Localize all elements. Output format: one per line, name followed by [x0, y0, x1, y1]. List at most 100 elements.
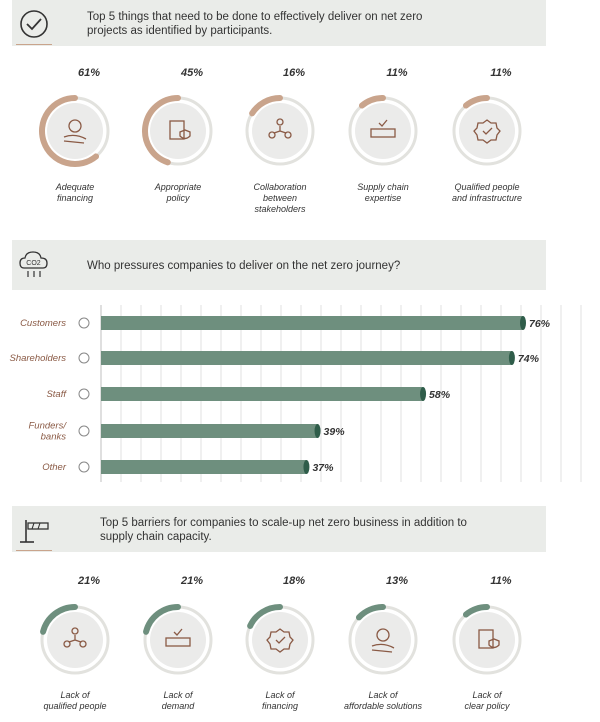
bar-cap	[314, 424, 321, 438]
bar	[101, 424, 318, 438]
section1-title-line2: projects as identified by participants.	[87, 25, 273, 37]
bar-row-2: 58% Staff	[46, 387, 451, 401]
donut-label: stakeholders	[254, 204, 306, 214]
people-network-icon	[268, 118, 292, 139]
donut-label: Lack of	[163, 690, 194, 700]
donut-value: 13%	[386, 575, 408, 587]
more-dots-icon	[78, 461, 90, 473]
checkmark-circle-icon	[20, 10, 48, 38]
donut-arc	[247, 604, 283, 629]
donut-inner	[150, 612, 206, 668]
bar-row-0: 76% Customers	[20, 316, 551, 330]
section2-banner: CO2 Who pressures companies to deliver o…	[12, 240, 546, 290]
donut-arc	[142, 95, 181, 166]
bank-icon	[78, 425, 90, 437]
donut-label: demand	[162, 701, 196, 711]
barrier-gate-icon	[20, 520, 49, 543]
donut-arc	[40, 604, 78, 635]
money-hand-icon	[63, 119, 87, 144]
bar	[101, 387, 424, 401]
donut-label: policy	[165, 193, 190, 203]
donut-arc	[39, 95, 100, 167]
donut-label: Lack of	[368, 690, 399, 700]
bar	[101, 316, 523, 330]
donut-label: between	[263, 193, 297, 203]
donut-label: financing	[262, 701, 298, 711]
demand-hand-icon	[165, 628, 191, 647]
donut-arc	[355, 604, 386, 621]
donut-label: financing	[57, 193, 93, 203]
donut-value: 61%	[78, 67, 100, 79]
bar-label: Other	[42, 462, 67, 473]
section3-title-line1: Top 5 barriers for companies to scale-up…	[100, 517, 467, 529]
bar-cap	[508, 351, 515, 365]
donut-inner	[150, 103, 206, 159]
badge-check-icon	[473, 119, 501, 144]
donut-label: affordable solutions	[344, 701, 423, 711]
donut-value: 18%	[283, 575, 305, 587]
donut-label: Lack of	[60, 690, 91, 700]
donut-inner	[47, 103, 103, 159]
bar	[101, 351, 512, 365]
customers-icon	[78, 317, 90, 329]
bar	[101, 460, 307, 474]
supply-chain-icon	[370, 119, 396, 138]
donut-arc	[358, 95, 386, 109]
donut-label: Lack of	[265, 690, 296, 700]
donut-value: 21%	[180, 575, 203, 587]
bar-cap	[520, 316, 526, 330]
bar-value: 39%	[324, 426, 346, 438]
section2-title: Who pressures companies to deliver on th…	[87, 260, 401, 272]
bulb-x-icon	[371, 628, 395, 653]
donut-inner	[459, 612, 515, 668]
donut-arc	[143, 604, 181, 635]
bar-label: Customers	[20, 318, 66, 329]
co2-cloud-icon: CO2	[19, 251, 48, 277]
donut-arc	[462, 604, 490, 618]
donut-value: 45%	[180, 67, 203, 79]
donut-label: Appropriate	[154, 182, 202, 192]
bar-row-1: 74% Shareholders	[9, 351, 540, 365]
bar-row-3: 39% Funders/banks	[29, 421, 346, 443]
donut-label: Adequate	[55, 182, 95, 192]
staff-icon	[78, 388, 90, 400]
donut-value: 11%	[386, 67, 407, 79]
donut-label: expertise	[365, 193, 402, 203]
person-x-icon	[63, 627, 87, 648]
policy-doc-icon	[478, 629, 500, 649]
bar-row-4: 37% Other	[42, 460, 334, 474]
donut-label: Qualified people	[454, 182, 519, 192]
bar-label: Shareholders	[9, 353, 66, 364]
section3-title-line2: supply chain capacity.	[100, 531, 212, 543]
bar-cap	[303, 460, 310, 474]
bar-value: 74%	[518, 353, 540, 365]
donut-label: and infrastructure	[452, 193, 522, 203]
section1-title-line1: Top 5 things that need to be done to eff…	[87, 11, 423, 23]
bar-label: banks	[41, 432, 67, 443]
donut-value: 21%	[77, 575, 100, 587]
bar-value: 58%	[429, 389, 451, 401]
donut-value: 11%	[490, 67, 511, 79]
svg-text:CO2: CO2	[26, 260, 41, 267]
shareholders-icon	[78, 352, 90, 364]
donut-value: 16%	[283, 67, 305, 79]
donut-label: Collaboration	[253, 182, 306, 192]
policy-shield-icon	[169, 120, 191, 140]
section1-banner: Top 5 things that need to be done to eff…	[12, 0, 546, 46]
donut-inner	[459, 103, 515, 159]
donut-label: Supply chain	[357, 182, 409, 192]
donut-label: clear policy	[464, 701, 510, 711]
bar-label: Staff	[46, 389, 67, 400]
bar-value: 37%	[312, 462, 334, 474]
bar-value: 76%	[529, 318, 551, 330]
donut-inner	[355, 103, 411, 159]
